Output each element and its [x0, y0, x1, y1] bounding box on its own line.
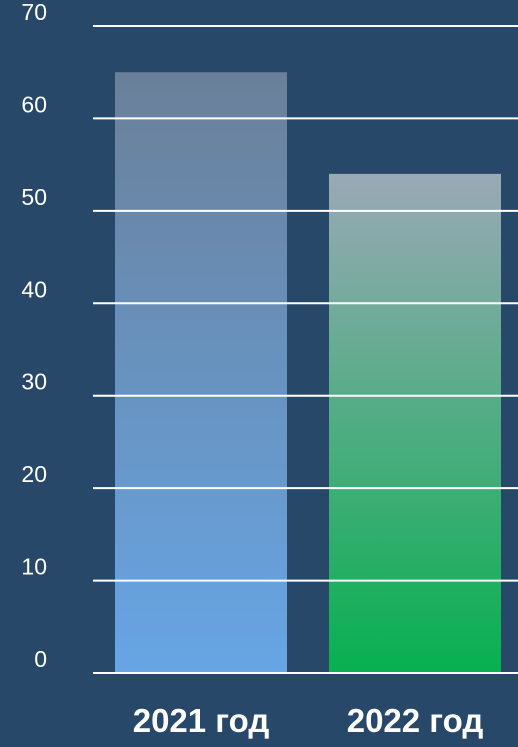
bars-layer [115, 72, 501, 673]
x-category-label: 2022 год [347, 702, 484, 739]
bar-1 [115, 72, 287, 673]
y-tick-label: 10 [21, 554, 47, 580]
y-tick-label: 40 [21, 276, 47, 302]
y-tick-label: 60 [21, 91, 47, 117]
bar-2 [329, 173, 501, 673]
y-tick-label: 0 [34, 646, 47, 672]
x-category-label: 2021 год [133, 702, 270, 739]
y-tick-label: 70 [21, 0, 47, 25]
y-tick-label: 30 [21, 369, 47, 395]
y-tick-label: 50 [21, 184, 47, 210]
y-axis-tick-labels: 0 10 20 30 40 50 60 70 [21, 0, 47, 672]
grid-layer [93, 25, 518, 674]
y-tick-label: 20 [21, 461, 47, 487]
x-axis-category-labels: 2021 год 2022 год [133, 702, 484, 739]
